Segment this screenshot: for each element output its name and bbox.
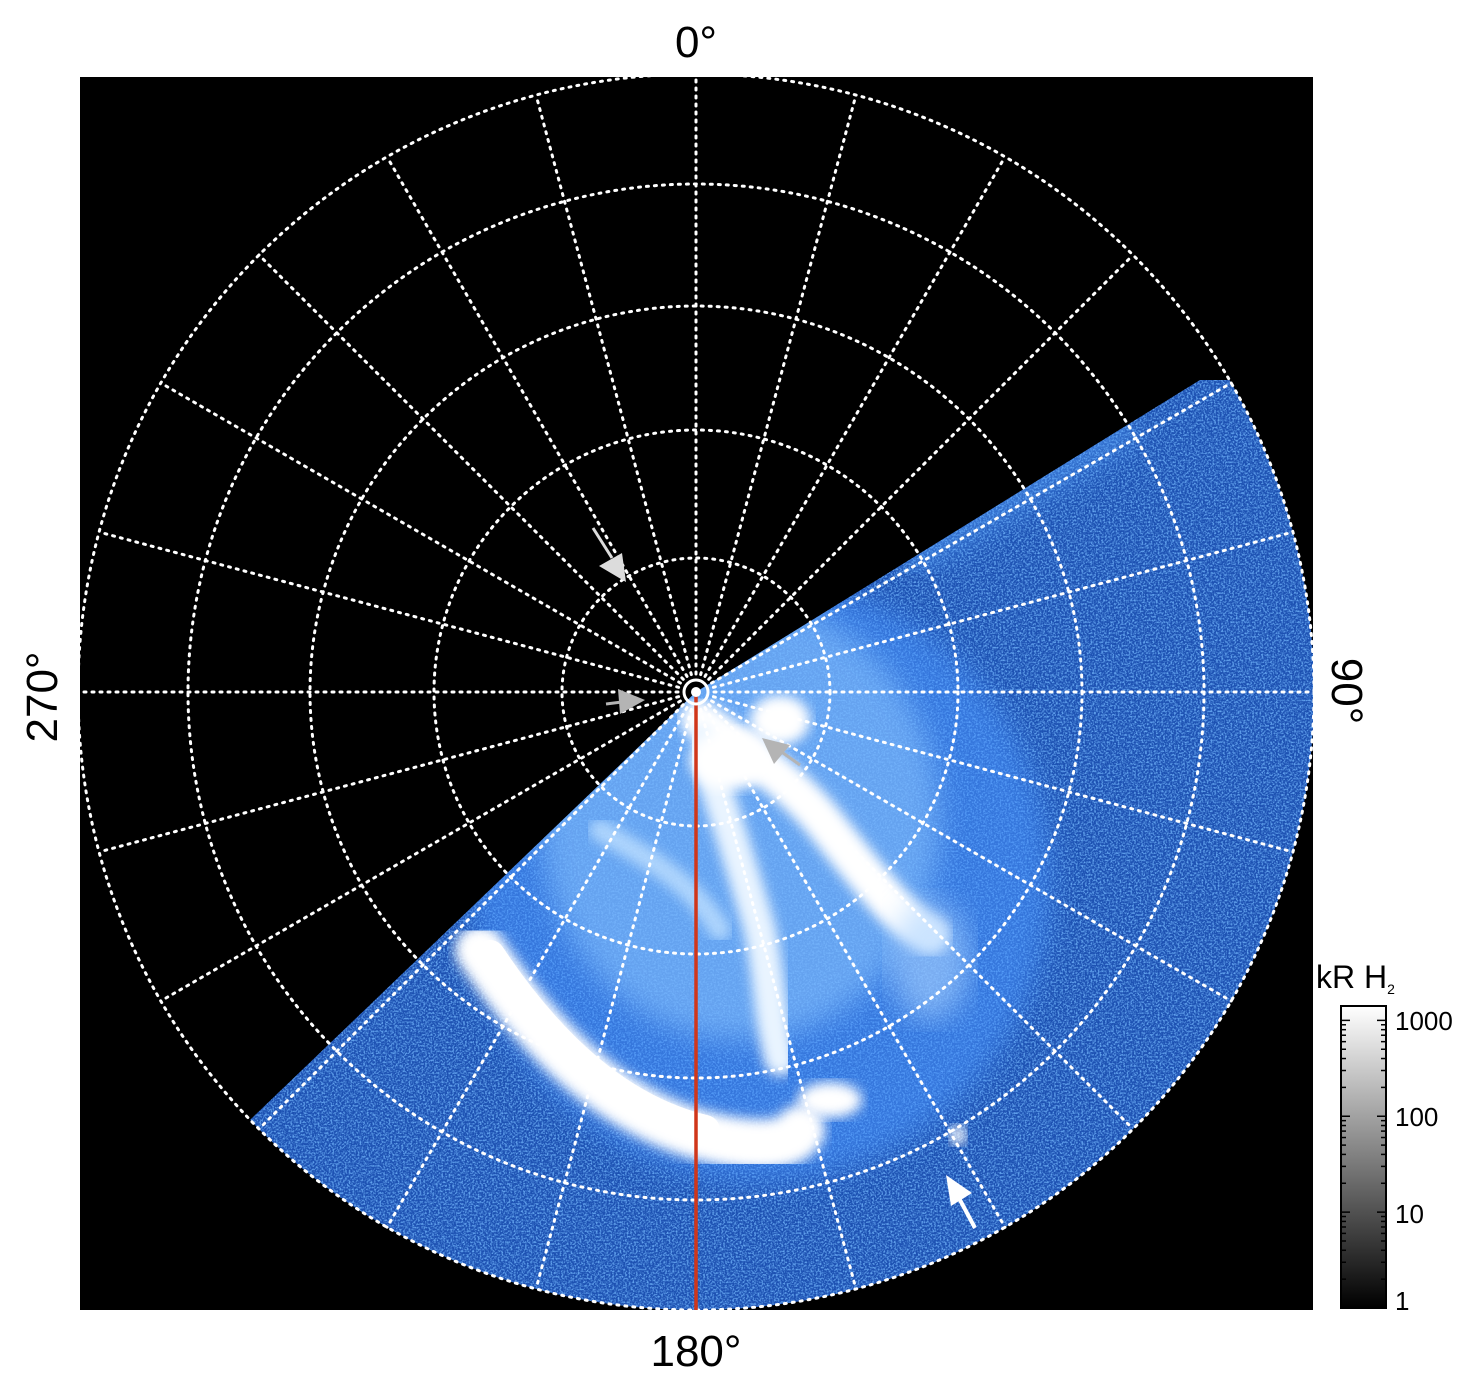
colorbar-gradient: [1340, 1005, 1387, 1309]
label-right: 90°: [1322, 658, 1371, 725]
arrow-gray-upper: [591, 527, 626, 582]
colorbar-unit: kR H2: [1316, 959, 1395, 997]
pole-marker: [682, 678, 710, 706]
colorbar-tick-1000: 1000: [1395, 1006, 1453, 1036]
label-bottom: 180°: [650, 1327, 741, 1376]
colorbar-ticks: [1341, 1019, 1386, 1309]
arrow-white-lower: [946, 1175, 977, 1229]
arrow-gray-left: [605, 689, 645, 714]
colorbar: kR H2 1000 100 10 1: [1316, 959, 1453, 1316]
pole-dot: [691, 687, 701, 697]
arrow-gray-right: [762, 738, 801, 767]
colorbar-tick-10: 10: [1395, 1199, 1424, 1229]
colorbar-tick-1: 1: [1395, 1286, 1409, 1316]
label-left: 270°: [18, 651, 67, 742]
colorbar-tick-100: 100: [1395, 1102, 1438, 1132]
label-top: 0°: [675, 18, 717, 67]
